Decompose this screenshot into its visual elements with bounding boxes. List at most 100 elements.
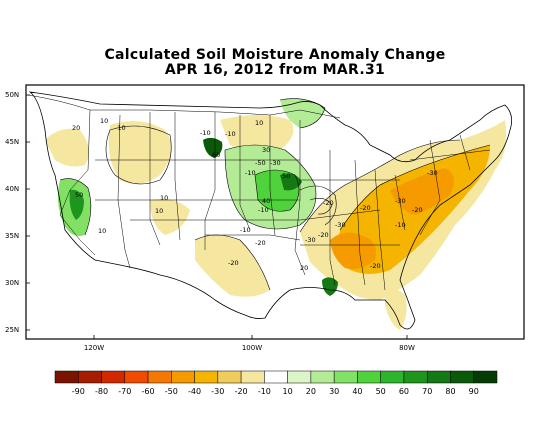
contour-label: -30 (270, 159, 281, 167)
map-frame (25, 84, 525, 340)
contour-label: -10 (225, 130, 236, 138)
contour-label: 10 (155, 207, 163, 215)
legend-swatch (264, 370, 288, 384)
legend-swatch (240, 370, 265, 384)
legend-swatch (147, 370, 172, 384)
northern-wet-region (280, 98, 325, 128)
legend-swatch (194, 370, 219, 384)
northern-plains-dry-region (220, 115, 294, 152)
legend-label: 10 (283, 387, 293, 396)
lat-label-30n: 30N (5, 279, 19, 287)
longitude-axis (93, 335, 408, 339)
color-legend: -90 -80 -70 -60 -50 -40 -30 -20 -10 10 20 30 40 50 60 7… (54, 370, 498, 396)
montana-wet-core (203, 137, 223, 158)
contour-label: 40 (262, 197, 270, 205)
contour-label: 10 (160, 194, 168, 202)
contour-label: 60 (212, 151, 220, 159)
legend-swatch (217, 370, 242, 384)
map-title: Calculated Soil Moisture Anomaly Change (104, 47, 446, 63)
legend-swatch (380, 370, 405, 384)
california-wet-core (69, 189, 84, 220)
us-outline (28, 91, 513, 330)
rockies-dry-region (108, 121, 172, 184)
contour-label: -20 (412, 206, 423, 214)
southeast-dry-region (330, 232, 376, 269)
legend-label: 30 (329, 387, 339, 396)
contour-label: 50 (75, 191, 83, 199)
contour-labels: 20 -10 -10 10 50 60 -10 10 30 -50 -30 -1… (72, 117, 438, 272)
lon-label-80w: 80W (399, 344, 415, 352)
legend-label: -40 (188, 387, 201, 396)
lat-label-50n: 50N (5, 91, 19, 99)
legend-swatch (473, 370, 498, 384)
legend-swatch (403, 370, 428, 384)
contour-label: -20 (360, 204, 371, 212)
contour-label: 50 (282, 172, 290, 180)
contour-label: -20 (255, 239, 266, 247)
map-subtitle: APR 16, 2012 from MAR.31 (164, 62, 386, 78)
anomaly-fill-regions (45, 98, 507, 330)
legend-label: -90 (72, 387, 85, 396)
contour-label: -30 (305, 236, 316, 244)
contour-lines (59, 98, 491, 291)
legend-swatch (287, 370, 312, 384)
contour-label: -30 (427, 169, 438, 177)
legend-swatch (54, 370, 79, 384)
lat-label-45n: 45N (5, 138, 19, 146)
legend-label: 40 (352, 387, 362, 396)
legend-label: -20 (235, 387, 248, 396)
texas-dry-region (195, 235, 270, 297)
contour-label: 20 (72, 124, 80, 132)
legend-swatch (426, 370, 451, 384)
contour-label: -10 (258, 206, 269, 214)
legend-label: 50 (376, 387, 386, 396)
state-boundaries (27, 94, 491, 291)
legend-swatch (450, 370, 474, 384)
legend-label: -80 (95, 387, 108, 396)
contour-label: -10 (245, 169, 256, 177)
contour-label: -10 (115, 124, 126, 132)
plains-dry-region (150, 198, 190, 235)
contour-label: -20 (318, 231, 329, 239)
legend-swatch (101, 370, 126, 384)
florida-dry-region (385, 288, 407, 330)
legend-swatch (357, 370, 381, 384)
legend-label: 70 (422, 387, 432, 396)
contour-label: -10 (395, 221, 406, 229)
legend-label: -30 (211, 387, 224, 396)
legend-swatch (78, 370, 102, 384)
legend-label: -10 (258, 387, 271, 396)
lat-label-40n: 40N (5, 185, 19, 193)
contour-label: 20 (300, 264, 308, 272)
legend-swatch (333, 370, 358, 384)
lon-label-120w: 120W (84, 344, 104, 352)
latitude-axis (26, 94, 30, 331)
lat-label-35n: 35N (5, 232, 19, 240)
gulf-coast-wet-core (322, 277, 338, 296)
contour-label: -30 (335, 221, 346, 229)
legend-label: -60 (142, 387, 155, 396)
contour-label: -20 (370, 262, 381, 270)
legend-label: -50 (165, 387, 178, 396)
contour-label: -20 (228, 259, 239, 267)
northwest-dry-region (45, 128, 89, 167)
contour-label: 10 (98, 227, 106, 235)
legend-label: -70 (118, 387, 131, 396)
contour-label: -50 (255, 159, 266, 167)
legend-label: 80 (445, 387, 455, 396)
contour-label: 10 (255, 119, 263, 127)
contour-label: -30 (395, 197, 406, 205)
legend-swatch (310, 370, 335, 384)
legend-swatch (124, 370, 149, 384)
legend-label: 90 (469, 387, 479, 396)
lat-label-25n: 25N (5, 326, 19, 334)
legend-label: 60 (399, 387, 409, 396)
contour-label: -10 (200, 129, 211, 137)
contour-label: 30 (262, 146, 270, 154)
legend-label: 20 (306, 387, 316, 396)
contour-label: -10 (240, 226, 251, 234)
contour-label: 10 (100, 117, 108, 125)
legend-swatch (171, 370, 195, 384)
contour-label: -20 (323, 199, 334, 207)
